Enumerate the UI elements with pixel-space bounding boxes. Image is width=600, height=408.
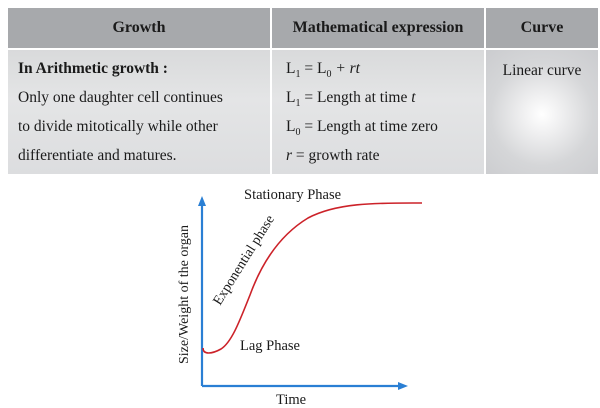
stationary-phase-label: Stationary Phase [244, 187, 341, 203]
header-curve: Curve [486, 8, 598, 48]
y-axis-label: Size/Weight of the organ [177, 225, 192, 364]
x-axis-label: Time [276, 392, 306, 408]
y-axis-arrow-icon [198, 196, 206, 206]
lag-phase-label: Lag Phase [240, 338, 300, 354]
linear-curve-label: Linear curve [502, 62, 582, 79]
expression-cell: L1 = L0 + rt L1 = Length at time t L0 = … [272, 50, 484, 174]
arithmetic-growth-heading: In Arithmetic growth : [18, 60, 168, 77]
header-growth: Growth [8, 8, 270, 48]
growth-description-cell: In Arithmetic growth : Only one daughter… [8, 50, 270, 174]
growth-text-line: Only one daughter cell continues [18, 89, 223, 106]
l1-definition: L1 = Length at time t [286, 89, 416, 109]
l0-definition: L0 = Length at time zero [286, 118, 438, 138]
growth-table: Growth Mathematical expression Curve In … [8, 8, 598, 174]
r-definition: r = growth rate [286, 147, 380, 164]
exponential-phase-label: Exponential phase [211, 213, 278, 308]
curve-cell: Linear curve [486, 50, 598, 174]
header-mathematical-expression: Mathematical expression [272, 8, 484, 48]
formula-line: L1 = L0 + rt [286, 60, 360, 80]
x-axis-arrow-icon [398, 382, 408, 390]
growth-text-line: differentiate and matures. [18, 147, 177, 164]
growth-text-line: to divide mitotically while other [18, 118, 218, 135]
growth-curve [202, 202, 423, 354]
